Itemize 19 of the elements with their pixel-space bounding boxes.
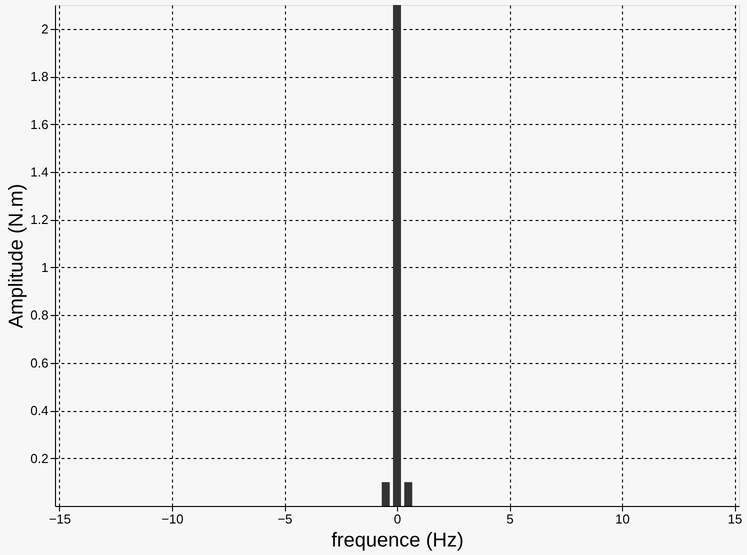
- y-tick-label: 0.8: [30, 308, 48, 323]
- y-tick-label: 1.8: [30, 69, 48, 84]
- y-tick-label: 1.6: [30, 116, 48, 132]
- x-tick-label: −5: [278, 512, 292, 526]
- y-tick-label: 1: [41, 260, 48, 275]
- y-axis-title: Amplitude (N.m): [5, 184, 28, 328]
- y-tick-label: 1.2: [30, 212, 48, 228]
- y-tick-label: 0.6: [30, 355, 48, 370]
- y-tick-label: 1.4: [30, 164, 48, 180]
- x-tick-label: −10: [161, 512, 184, 526]
- y-tick-label: 0.4: [30, 403, 48, 418]
- x-tick-label: 5: [506, 512, 514, 526]
- x-tick-label: −15: [48, 512, 72, 526]
- x-tick-label: 15: [728, 512, 742, 526]
- y-tick-label: 0.2: [30, 450, 48, 466]
- y-tick-label: 2: [41, 21, 48, 36]
- x-axis-title: frequence (Hz): [331, 530, 464, 552]
- x-tick-label: 0: [394, 512, 402, 526]
- x-tick-label: 10: [615, 512, 630, 526]
